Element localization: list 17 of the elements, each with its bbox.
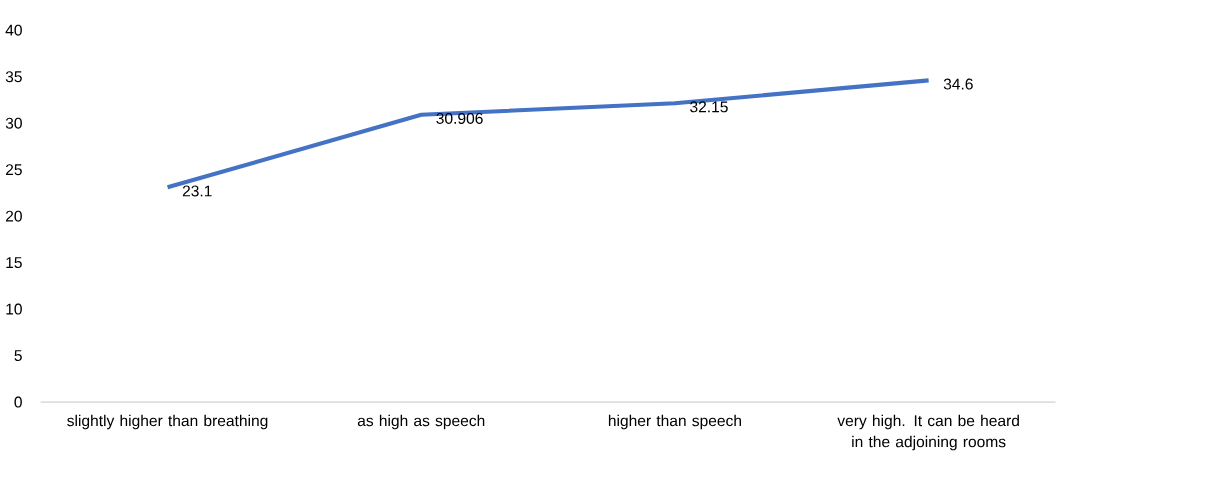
y-tick-label: 30	[5, 117, 22, 129]
x-tick-label: slightly higher than breathing	[67, 414, 268, 430]
x-tick-label: very high. It can be heard in the adjoining rooms	[837, 414, 1019, 451]
data-label: 32.15	[690, 101, 728, 113]
y-tick-label: 35	[5, 71, 22, 83]
data-label: 34.6	[943, 78, 973, 90]
y-tick-label: 20	[5, 210, 22, 222]
y-tick-label: 40	[5, 24, 22, 36]
y-tick-label: 10	[6, 303, 22, 315]
y-tick-label: 5	[14, 350, 22, 362]
y-tick-label: 0	[14, 396, 22, 408]
y-tick-label: 25	[5, 164, 22, 176]
data-label: 30.906	[436, 113, 483, 125]
y-tick-label: 15	[6, 257, 22, 269]
data-label: 23.1	[182, 185, 212, 197]
x-tick-label: higher than speech	[608, 414, 741, 430]
x-tick-label: as high as speech	[357, 414, 485, 430]
